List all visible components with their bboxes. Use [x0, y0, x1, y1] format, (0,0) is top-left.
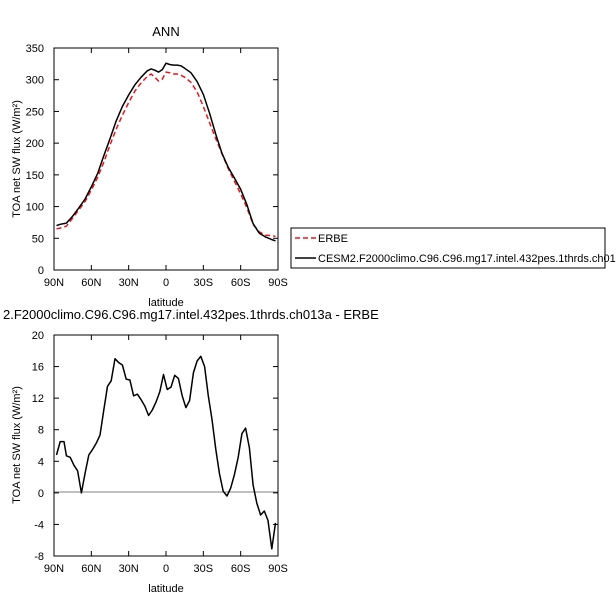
bottom-x-tick-label: 90S — [268, 563, 288, 575]
top-chart: ANN 90N 60N 30N 0 30S 60S 90S 0 50 100 150 200 250 3… — [11, 24, 288, 309]
bottom-y-tick-label: 8 — [38, 425, 44, 437]
bottom-x-tick-label: 30N — [119, 563, 139, 575]
top-x-tick-label: 30N — [119, 277, 139, 289]
top-x-ticks: 90N 60N 30N 0 30S 60S 90S — [44, 48, 288, 289]
bottom-y-tick-label: 20 — [32, 330, 44, 342]
bottom-x-tick-label: 90N — [44, 563, 64, 575]
bottom-chart-series — [55, 355, 277, 550]
bottom-chart-title: 2.F2000climo.C96.C96.mg17.intel.432pes.1… — [3, 307, 379, 322]
bottom-y-tick-label: 0 — [38, 488, 44, 500]
bottom-y-tick-label: -8 — [34, 551, 44, 563]
top-y-tick-label: 0 — [38, 265, 44, 277]
top-y-tick-label: 150 — [26, 170, 44, 182]
bottom-x-tick-label: 60N — [81, 563, 101, 575]
top-chart-legend: ERBE CESM2.F2000climo.C96.C96.mg17.intel… — [290, 227, 616, 269]
bottom-x-axis-label: latitude — [148, 583, 183, 595]
bottom-chart: 2.F2000climo.C96.C96.mg17.intel.432pes.1… — [3, 307, 379, 595]
top-series-line-1 — [56, 62, 276, 242]
top-x-axis-label: latitude — [148, 297, 183, 309]
bottom-series-line-0 — [55, 355, 277, 550]
legend-frame — [290, 227, 606, 269]
legend-erbe-label: ERBE — [318, 233, 348, 245]
bottom-x-tick-label: 30S — [194, 563, 214, 575]
bottom-y-tick-label: 16 — [32, 362, 44, 374]
top-x-tick-label: 90N — [44, 277, 64, 289]
bottom-y-axis-label: TOA net SW flux (W/m²) — [11, 386, 23, 504]
top-y-tick-label: 50 — [32, 233, 44, 245]
top-y-tick-label: 100 — [26, 202, 44, 214]
bottom-y-ticks: -8 -4 0 4 8 12 16 20 — [32, 330, 278, 563]
top-x-tick-label: 60N — [81, 277, 101, 289]
top-x-tick-label: 60S — [231, 277, 251, 289]
top-x-tick-label: 30S — [194, 277, 214, 289]
bottom-x-tick-label: 60S — [231, 563, 251, 575]
top-y-axis-label: TOA net SW flux (W/m²) — [11, 100, 23, 218]
top-x-tick-label: 0 — [163, 277, 169, 289]
top-y-tick-label: 200 — [26, 138, 44, 150]
top-chart-series — [56, 62, 276, 242]
top-series-line-0 — [56, 71, 276, 238]
bottom-x-tick-label: 0 — [163, 563, 169, 575]
top-y-tick-label: 300 — [26, 75, 44, 87]
bottom-y-tick-label: -4 — [34, 519, 44, 531]
legend-cesm-label: CESM2.F2000climo.C96.C96.mg17.intel.432p… — [318, 253, 616, 265]
top-y-tick-label: 350 — [26, 43, 44, 55]
top-y-tick-label: 250 — [26, 106, 44, 118]
top-x-tick-label: 90S — [268, 277, 288, 289]
top-y-ticks: 0 50 100 150 200 250 300 350 — [26, 43, 278, 277]
bottom-y-tick-label: 12 — [32, 393, 44, 405]
top-chart-title: ANN — [152, 24, 179, 39]
bottom-y-tick-label: 4 — [38, 456, 44, 468]
bottom-x-ticks: 90N 60N 30N 0 30S 60S 90S — [44, 335, 288, 575]
